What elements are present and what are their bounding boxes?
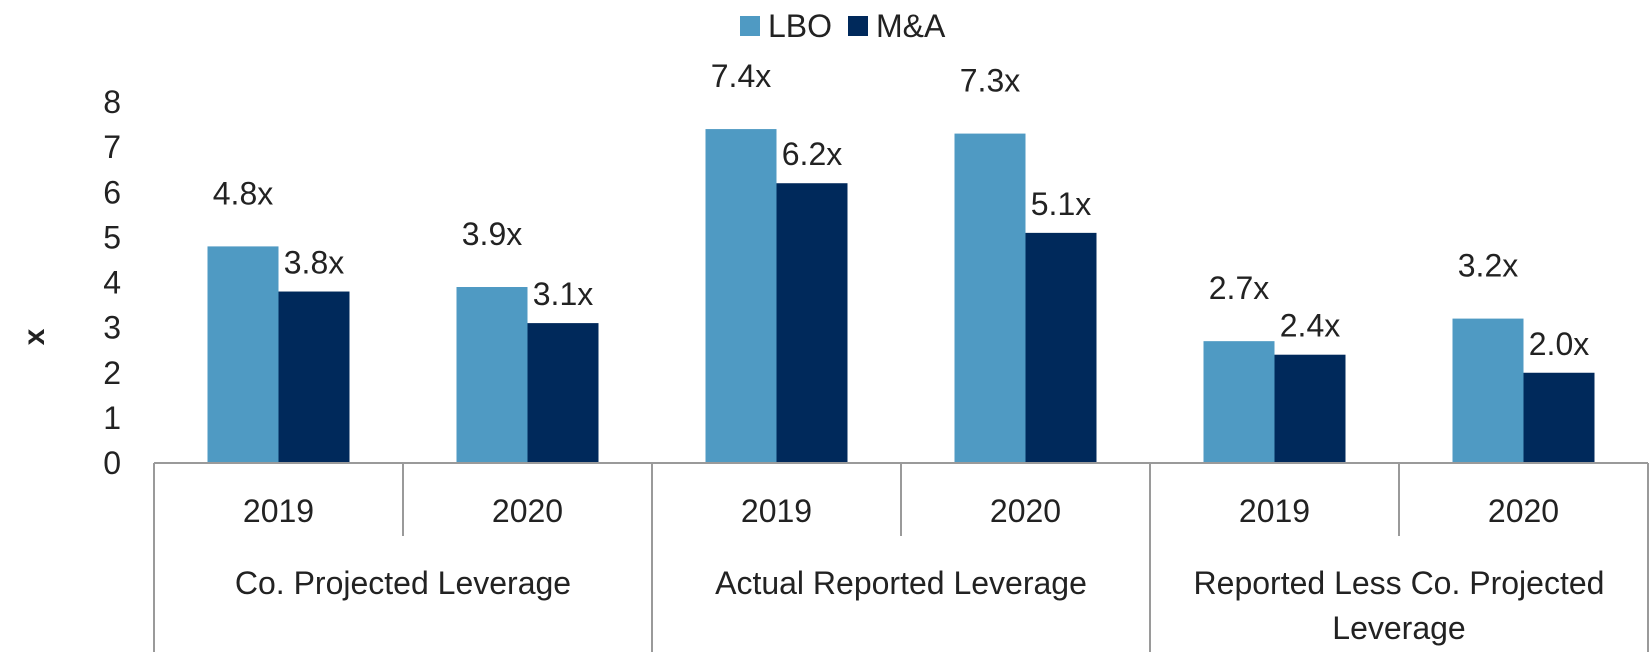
data-label-lbo-0: 4.8x <box>213 175 273 211</box>
y-tick-label-5: 5 <box>103 219 121 255</box>
y-axis-ticks: 0 1 2 3 4 5 6 7 8 <box>103 84 121 481</box>
y-tick-label-0: 0 <box>103 445 121 481</box>
category-label-3: 2020 <box>990 493 1061 529</box>
group-label-1: Actual Reported Leverage <box>715 565 1087 601</box>
category-label-1: 2020 <box>492 493 563 529</box>
bar-lbo-1 <box>456 287 528 463</box>
data-label-lbo-5: 3.2x <box>1458 248 1518 284</box>
bar-m-a-0 <box>278 291 350 463</box>
data-label-m-a-5: 2.0x <box>1529 326 1589 362</box>
y-tick-label-6: 6 <box>103 174 121 210</box>
category-label-2: 2019 <box>741 493 812 529</box>
legend-swatch-1 <box>848 16 868 36</box>
data-label-m-a-1: 3.1x <box>533 276 593 312</box>
category-label-5: 2020 <box>1488 493 1559 529</box>
bar-m-a-1 <box>527 323 599 463</box>
bar-lbo-2 <box>705 129 777 463</box>
data-label-lbo-2: 7.4x <box>711 58 771 94</box>
data-label-lbo-1: 3.9x <box>462 216 522 252</box>
category-label-4: 2019 <box>1239 493 1310 529</box>
legend: LBO M&A <box>740 8 946 44</box>
data-labels: 4.8x 3.8x 3.9x 3.1x 7.4x 6.2x 7.3x 5.1x 2.7x 2.4x… <box>213 58 1589 362</box>
group-labels: Co. Projected Leverage Actual Reported Le… <box>235 565 1605 646</box>
y-tick-label-2: 2 <box>103 355 121 391</box>
data-label-m-a-3: 5.1x <box>1031 186 1091 222</box>
category-label-0: 2019 <box>243 493 314 529</box>
y-axis-title: x <box>18 328 51 345</box>
y-tick-label-4: 4 <box>103 265 121 301</box>
bar-m-a-3 <box>1025 232 1097 463</box>
data-label-lbo-4: 2.7x <box>1209 270 1269 306</box>
category-labels: 2019 2020 2019 2020 2019 2020 <box>243 493 1559 529</box>
bar-lbo-3 <box>954 133 1026 463</box>
data-label-lbo-3: 7.3x <box>960 63 1020 99</box>
legend-label-1: M&A <box>876 8 946 44</box>
legend-swatch-0 <box>740 16 760 36</box>
y-tick-label-1: 1 <box>103 400 121 436</box>
bars <box>207 129 1595 463</box>
bar-lbo-4 <box>1203 341 1275 463</box>
bar-m-a-2 <box>776 183 848 463</box>
bar-m-a-4 <box>1274 354 1346 463</box>
y-tick-label-8: 8 <box>103 84 121 120</box>
data-label-m-a-0: 3.8x <box>284 245 344 281</box>
x-axis-lines <box>153 462 1649 652</box>
y-tick-label-7: 7 <box>103 129 121 165</box>
data-label-m-a-2: 6.2x <box>782 136 842 172</box>
group-label-0: Co. Projected Leverage <box>235 565 571 601</box>
y-tick-label-3: 3 <box>103 310 121 346</box>
bar-lbo-5 <box>1452 318 1524 463</box>
y-axis-title-group: x <box>18 328 51 345</box>
group-label-2: Reported Less Co. Projected Leverage <box>1194 565 1605 646</box>
legend-label-0: LBO <box>768 8 832 44</box>
bar-lbo-0 <box>207 246 279 463</box>
bar-m-a-5 <box>1523 372 1595 463</box>
data-label-m-a-4: 2.4x <box>1280 308 1340 344</box>
